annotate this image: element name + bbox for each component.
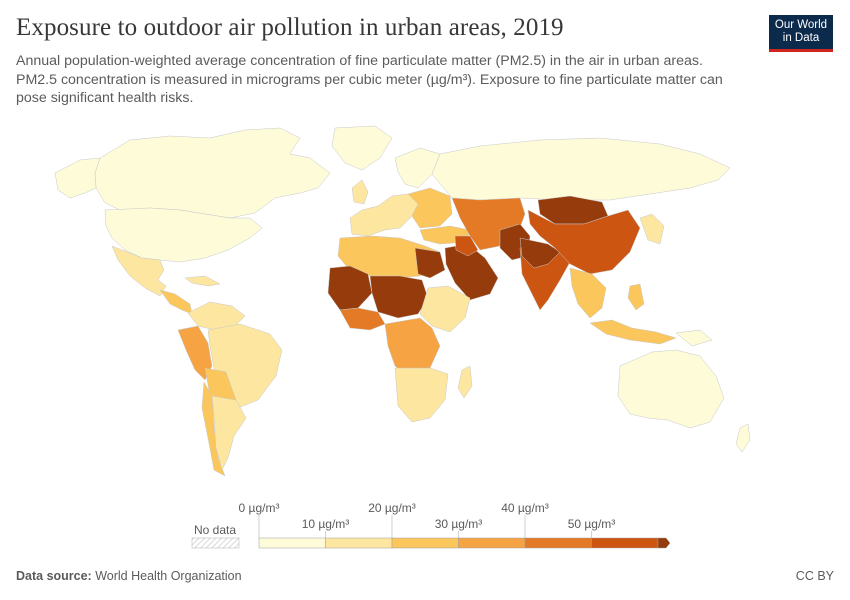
region-new-zealand[interactable] <box>735 423 751 453</box>
region-east-africa[interactable] <box>419 285 471 333</box>
data-source: Data source: World Health Organization <box>16 569 242 583</box>
region-australia[interactable] <box>617 349 725 429</box>
data-source-value: World Health Organization <box>95 569 242 583</box>
region-philippines[interactable] <box>627 283 645 311</box>
legend-bin-swatch[interactable] <box>458 537 526 549</box>
region-colombia-venezuela[interactable] <box>187 301 246 331</box>
legend-bin-swatch[interactable] <box>591 537 659 549</box>
region-uk-ireland[interactable] <box>351 179 369 205</box>
chart-title: Exposure to outdoor air pollution in urb… <box>16 14 564 41</box>
region-iraq[interactable] <box>454 235 479 257</box>
region-usa[interactable] <box>104 207 263 263</box>
region-egypt-libya[interactable] <box>414 247 446 279</box>
region-sahel-west[interactable] <box>327 265 373 311</box>
world-map[interactable] <box>0 118 850 488</box>
license-link[interactable]: CC BY <box>795 569 834 583</box>
legend-no-data-label: No data <box>194 523 236 537</box>
region-greenland[interactable] <box>331 125 393 171</box>
region-brazil[interactable] <box>207 323 283 409</box>
region-papua[interactable] <box>675 329 713 347</box>
legend-bin-swatch[interactable] <box>524 537 592 549</box>
legend-tick-label: 10 µg/m³ <box>302 517 350 531</box>
region-chile[interactable] <box>201 381 226 477</box>
region-indonesia[interactable] <box>589 319 677 345</box>
legend-tick-label: 0 µg/m³ <box>239 501 280 515</box>
legend-bin-swatch[interactable] <box>258 537 326 549</box>
region-southeast-asia[interactable] <box>569 267 607 319</box>
legend-tick-label: 20 µg/m³ <box>368 501 416 515</box>
region-southern-africa[interactable] <box>394 367 449 423</box>
legend-tick-label: 30 µg/m³ <box>435 517 483 531</box>
legend-tick-label: 40 µg/m³ <box>501 501 549 515</box>
region-china[interactable] <box>527 209 641 275</box>
region-madagascar[interactable] <box>457 365 473 399</box>
region-scandinavia[interactable] <box>394 147 441 189</box>
chart-subtitle: Annual population-weighted average conce… <box>16 53 723 106</box>
legend-bin-swatch[interactable] <box>391 537 459 549</box>
region-canada[interactable] <box>94 127 331 219</box>
legend-overflow-swatch[interactable] <box>657 537 671 549</box>
region-eastern-europe[interactable] <box>407 187 453 229</box>
region-central-america[interactable] <box>159 289 193 315</box>
legend-bin-swatch[interactable] <box>325 537 393 549</box>
data-source-label: Data source: <box>16 569 92 583</box>
region-mexico[interactable] <box>111 245 167 297</box>
region-korea-japan[interactable] <box>639 213 665 245</box>
owid-logo[interactable]: Our World in Data <box>769 15 833 52</box>
region-alaska[interactable] <box>54 157 101 199</box>
legend-no-data-swatch[interactable] <box>191 537 240 549</box>
region-argentina[interactable] <box>211 395 247 471</box>
region-russia[interactable] <box>431 137 731 201</box>
legend-tick-label: 50 µg/m³ <box>568 517 616 531</box>
region-bangladesh-nepal[interactable] <box>519 237 561 269</box>
region-caribbean[interactable] <box>184 275 221 287</box>
region-sahel-central[interactable] <box>369 275 429 319</box>
